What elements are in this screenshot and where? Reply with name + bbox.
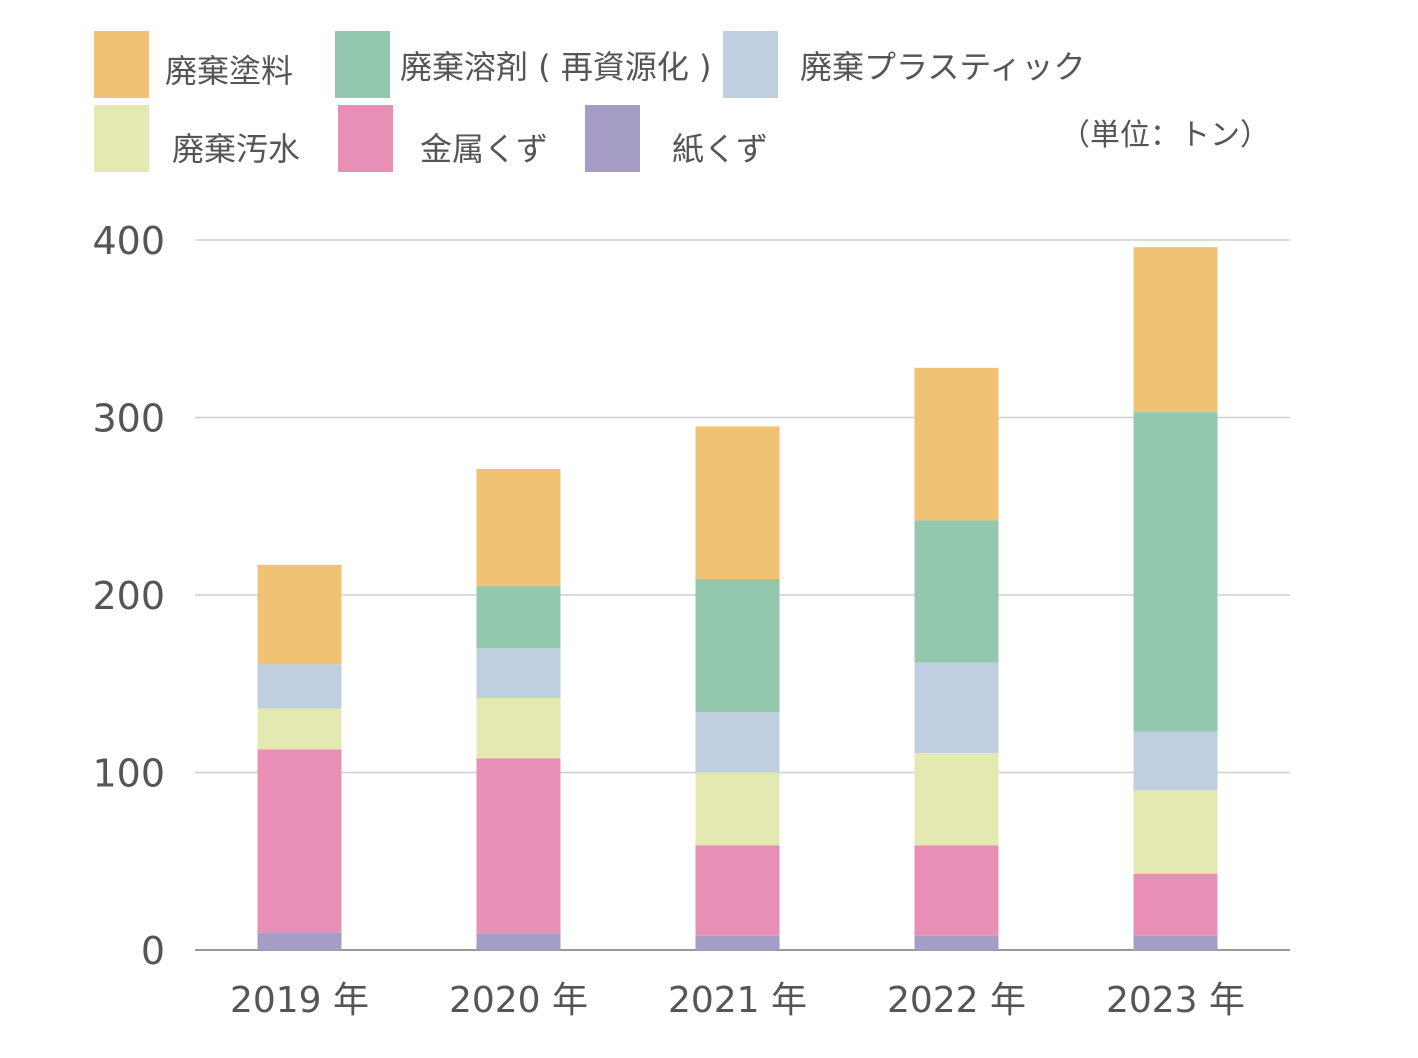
bar-segment [914,520,999,663]
x-axis: 2019 年 2020 年 2021 年 2022 年 2023 年 [230,980,1245,1021]
bar-segment [1133,412,1218,732]
y-axis: 0 100 200 300 400 [92,219,165,973]
x-tick-label: 2019 年 [230,980,369,1021]
legend-swatch [94,31,149,98]
bar-segment [257,708,342,750]
bar-segment [695,579,780,713]
legend-swatch [723,31,778,98]
bar-segment [914,662,999,753]
legend-swatch [338,105,393,172]
bar-segment [695,935,780,950]
bar-segment [1133,790,1218,874]
legend-item: 紙くず [585,105,768,172]
bar-segment [1133,873,1218,936]
bar-segment [914,367,999,521]
legend-label: 紙くず [672,130,768,168]
bar-segment [476,697,561,759]
x-tick-label: 2023 年 [1106,980,1245,1021]
x-tick-label: 2020 年 [449,980,588,1021]
x-tick-label: 2021 年 [668,980,807,1021]
y-tick-label: 0 [141,929,165,973]
bar-stack [914,367,999,950]
bar-segment [1133,731,1218,791]
bar-segment [1133,935,1218,950]
legend-label: 廃棄溶剤 ( 再資源化 ) [400,48,712,86]
bar-segment [914,752,999,846]
bar-segment [695,772,780,846]
bar-stack [257,564,342,950]
legend-swatch [335,31,390,98]
bar-segment [914,845,999,936]
legend-item: 廃棄汚水 [94,105,300,172]
bars [257,247,1218,950]
y-tick-label: 200 [92,574,165,618]
bar-segment [1133,247,1218,413]
legend-item: 廃棄溶剤 ( 再資源化 ) [335,31,712,98]
y-tick-label: 300 [92,397,165,441]
bar-segment [257,664,342,709]
y-tick-label: 100 [92,752,165,796]
legend-label: 金属くず [420,130,548,168]
unit-label: （単位：トン） [1060,118,1270,153]
bar-segment [257,564,342,665]
bar-segment [914,935,999,950]
bar-segment [476,934,561,950]
bar-segment [257,749,342,933]
bar-segment [476,468,561,587]
bar-segment [476,648,561,698]
bar-segment [695,712,780,773]
legend-label: 廃棄汚水 [172,130,300,168]
legend-item: 廃棄塗料 [94,31,293,98]
bar-segment [695,845,780,936]
legend-item: 廃棄プラスティック [723,31,1085,98]
bar-stack [1133,247,1218,950]
bar-stack [695,426,780,950]
bar-segment [476,758,561,935]
bar-stack [476,468,561,950]
x-tick-label: 2022 年 [887,980,1026,1021]
legend-item: 金属くず [338,105,548,172]
bar-segment [695,426,780,580]
bar-segment [476,586,561,649]
legend-label: 廃棄塗料 [165,52,293,90]
legend-swatch [585,105,640,172]
legend-label: 廃棄プラスティック [800,48,1085,86]
bar-segment [257,932,342,950]
y-tick-label: 400 [92,219,165,263]
legend-swatch [94,105,149,172]
